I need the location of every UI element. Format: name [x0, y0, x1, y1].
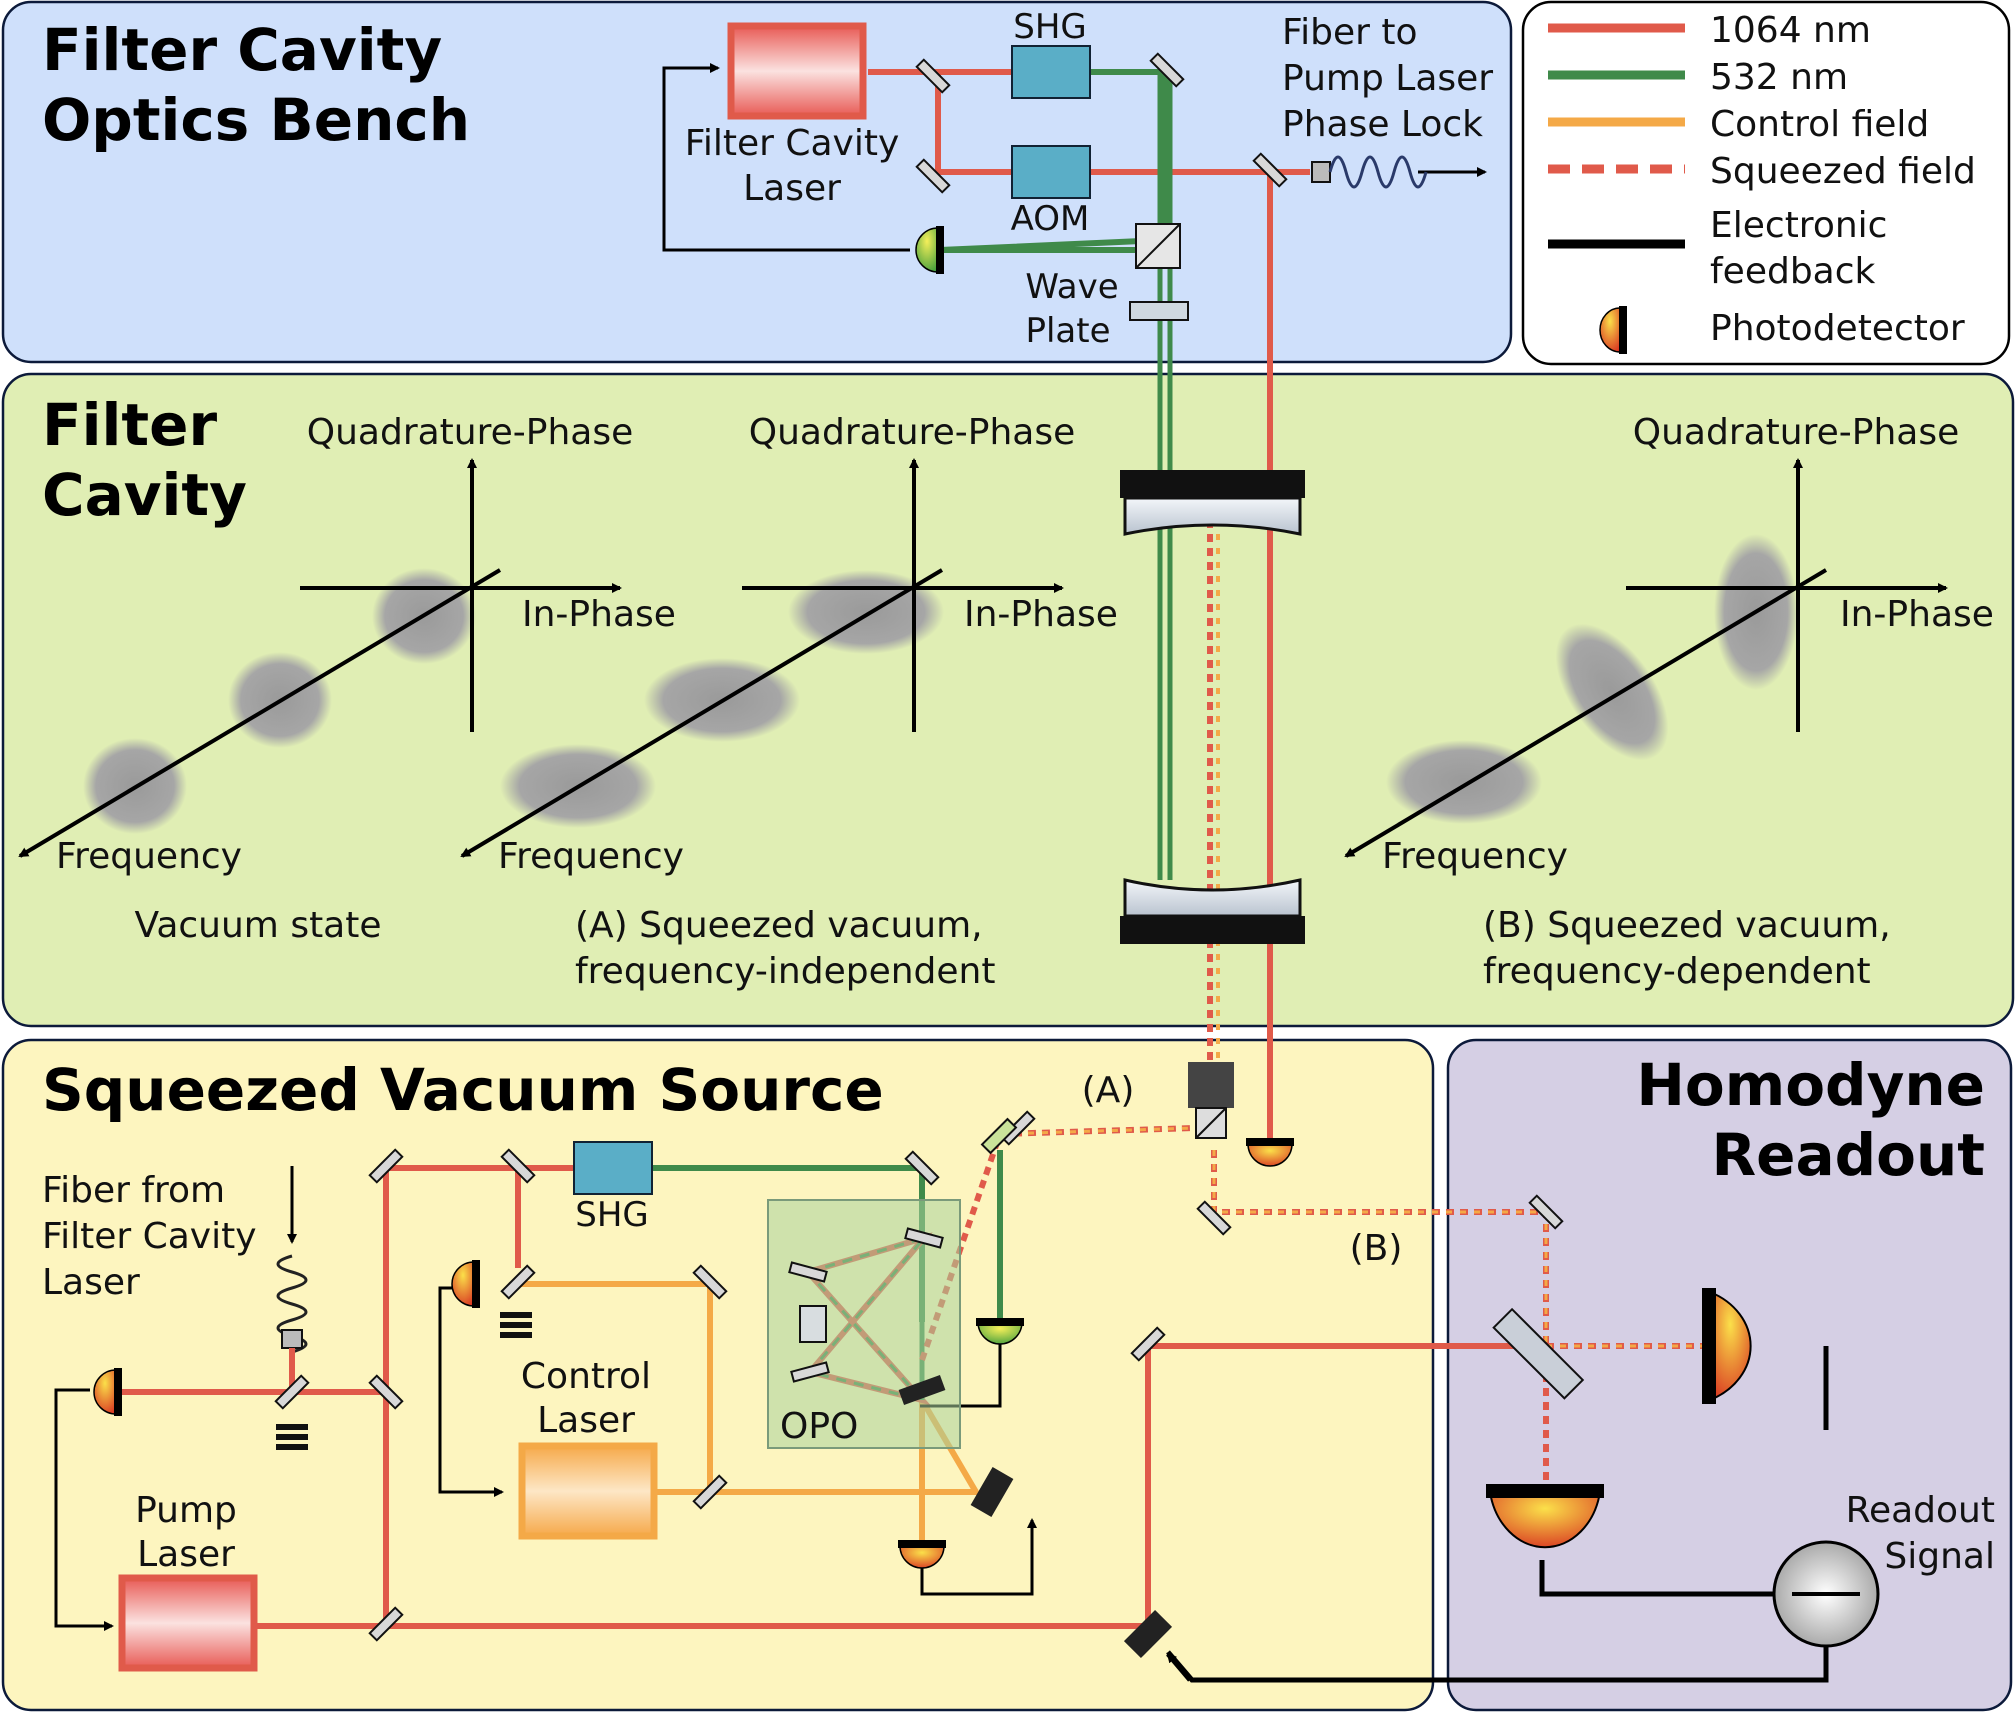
- fiber-in-label-1: Fiber from: [42, 1170, 225, 1211]
- optics-bench-panel: [1, 0, 1513, 364]
- pump-laser-label-2: Laser: [137, 1534, 235, 1575]
- squeezed-b-inphase-label: In-Phase: [1840, 594, 1994, 635]
- legend-feedback-label2: feedback: [1710, 251, 1876, 292]
- readout-signal-label-1: Readout: [1846, 1490, 1995, 1531]
- faraday-isolator: [1188, 1062, 1234, 1139]
- transmission-photodetector: [1246, 1138, 1294, 1167]
- fiber-in-label-3: Laser: [42, 1262, 140, 1303]
- squeezed-a-caption-2: frequency-independent: [575, 951, 996, 992]
- opo-label: OPO: [780, 1406, 858, 1447]
- filter-cavity-laser: [727, 22, 867, 120]
- filter-cavity-panel: [1, 372, 2015, 1028]
- bench-mirrors: [915, 52, 1288, 194]
- homodyne-photodetector-bottom: [1486, 1484, 1604, 1549]
- legend-photodetector-label: Photodetector: [1710, 308, 1965, 349]
- fiber-coil-in: [276, 1166, 308, 1392]
- source-mirrors: [274, 1110, 1564, 1642]
- opo-crystal: [799, 1305, 827, 1343]
- squeezed-a-frequency-label: Frequency: [498, 836, 684, 877]
- legend-squeezed-label: Squeezed field: [1710, 151, 1976, 192]
- squeezed-a-quadrature-label: Quadrature-Phase: [749, 412, 1076, 453]
- fiber-out-label-3: Phase Lock: [1282, 104, 1483, 145]
- wave-plate-label-2: Plate: [1025, 311, 1110, 351]
- path-b-label: (B): [1350, 1228, 1403, 1269]
- source-shg-label: SHG: [575, 1195, 649, 1235]
- photodetector-icon: [1599, 306, 1627, 354]
- squeezed-a-caption-1: (A) Squeezed vacuum,: [575, 905, 983, 946]
- legend-control-label: Control field: [1710, 104, 1929, 145]
- squeezed-source-panel: [1, 1038, 1435, 1712]
- control-photodetector: [451, 1260, 480, 1308]
- fiber-out-label-1: Fiber to: [1282, 12, 1417, 53]
- homodyne-beam-splitter: [1492, 1307, 1585, 1400]
- source-shg-box: [573, 1141, 653, 1195]
- squeezed-a-inphase-label: In-Phase: [964, 594, 1118, 635]
- beam-dumps: [276, 1312, 532, 1450]
- wave-plate-label-1: Wave: [1025, 267, 1118, 307]
- bench-aom-label: AOM: [1011, 199, 1090, 239]
- dichroic-mirror: [980, 1117, 1018, 1155]
- control-laser: [518, 1442, 658, 1540]
- legend-feedback-label: Electronic: [1710, 205, 1887, 246]
- subtractor: [1772, 1540, 1880, 1648]
- filter-cavity-laser-label-2: Laser: [743, 168, 841, 209]
- bench-aom-box: [1011, 145, 1091, 199]
- vacuum-quadrature-label: Quadrature-Phase: [307, 412, 634, 453]
- squeezed-b-caption-1: (B) Squeezed vacuum,: [1483, 905, 1891, 946]
- vacuum-frequency-label: Frequency: [56, 836, 242, 877]
- legend-532-label: 532 nm: [1710, 57, 1848, 98]
- cavity-title-line2: Cavity: [42, 461, 247, 529]
- bench-shg-box: [1011, 45, 1091, 99]
- green-photodetector: [976, 1318, 1024, 1345]
- filter-cavity-laser-label-1: Filter Cavity: [685, 123, 900, 164]
- cavity-end-mirror: [1120, 878, 1305, 944]
- legend: 1064 nm 532 nm Control field Squeezed fi…: [1548, 10, 1976, 354]
- phase-space-squeezed-a: Quadrature-Phase In-Phase Frequency (A) …: [460, 412, 1118, 992]
- pump-laser: [118, 1574, 258, 1672]
- path-a-label: (A): [1082, 1070, 1135, 1111]
- bench-title-line2: Optics Bench: [42, 86, 470, 154]
- cavity-input-mirror: [1120, 470, 1305, 536]
- legend-panel: [1521, 0, 2011, 366]
- vacuum-inphase-label: In-Phase: [522, 594, 676, 635]
- pump-laser-label-1: Pump: [135, 1490, 237, 1531]
- piezo-mirrors: [898, 1374, 1173, 1659]
- pump-photodetector: [93, 1368, 122, 1416]
- control-laser-label-2: Laser: [537, 1400, 635, 1441]
- fiber-out-label-2: Pump Laser: [1282, 58, 1493, 99]
- readout-signal-label-2: Signal: [1884, 1536, 1995, 1577]
- homodyne-photodetector-right: [1702, 1288, 1752, 1404]
- cavity-title-line1: Filter: [42, 391, 217, 459]
- legend-1064-label: 1064 nm: [1710, 10, 1871, 51]
- wave-plate: [1129, 301, 1189, 321]
- bench-photodetector: [915, 226, 944, 274]
- vacuum-caption: Vacuum state: [134, 905, 381, 946]
- source-title: Squeezed Vacuum Source: [42, 1056, 884, 1124]
- homodyne-title-line1: Homodyne: [1636, 1051, 1985, 1119]
- phase-space-vacuum: Quadrature-Phase In-Phase Frequency Vacu…: [18, 412, 676, 946]
- bench-title-line1: Filter Cavity: [42, 16, 442, 84]
- squeezed-b-quadrature-label: Quadrature-Phase: [1633, 412, 1960, 453]
- opo-photodetector: [898, 1540, 946, 1569]
- fiber-in-label-2: Filter Cavity: [42, 1216, 257, 1257]
- control-laser-label-1: Control: [521, 1356, 651, 1397]
- phase-space-squeezed-b: Quadrature-Phase In-Phase Frequency (B) …: [1344, 412, 1994, 992]
- homodyne-title-line2: Readout: [1711, 1121, 1985, 1189]
- squeezed-b-caption-2: frequency-dependent: [1483, 951, 1871, 992]
- squeezed-b-frequency-label: Frequency: [1382, 836, 1568, 877]
- bench-shg-label: SHG: [1013, 7, 1087, 47]
- bench-beam-splitter: [1135, 223, 1181, 269]
- fiber-coil-out: [1311, 155, 1428, 189]
